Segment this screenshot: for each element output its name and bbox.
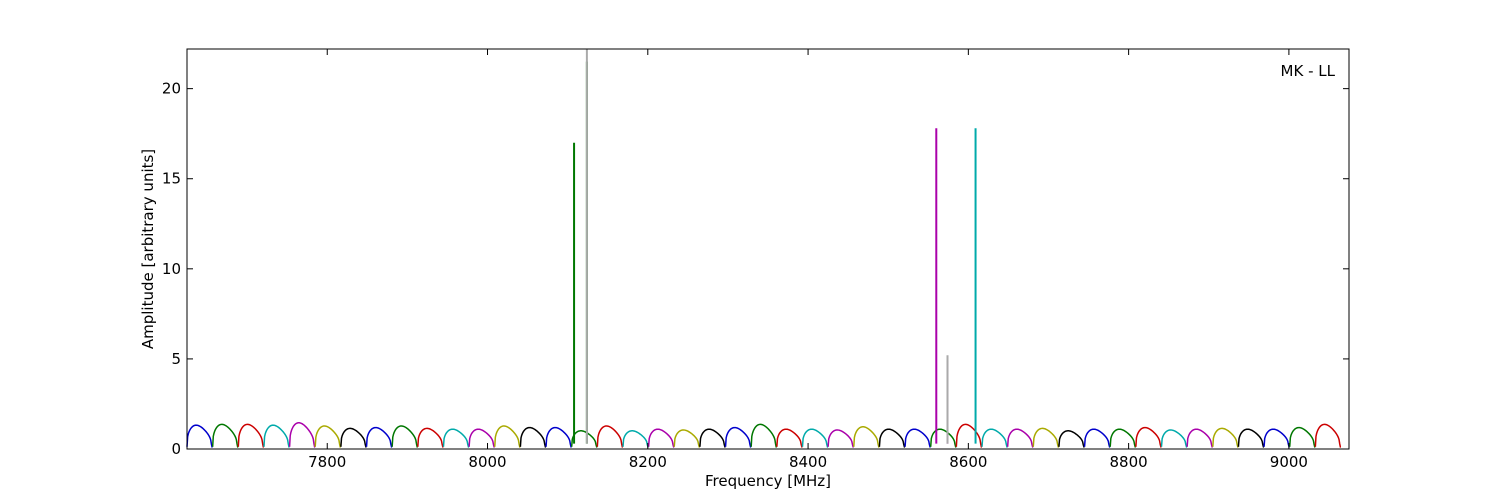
channel-curve: [1058, 430, 1085, 448]
y-tick-label: 5: [171, 350, 181, 368]
x-tick-label: 8000: [468, 453, 506, 471]
channel-curve: [263, 424, 290, 448]
x-tick-label: 8600: [949, 453, 987, 471]
channel-curve: [340, 427, 367, 448]
channel-curve: [570, 430, 598, 448]
channel-curve: [314, 425, 341, 448]
y-axis: 0 5 10 15 20: [162, 80, 1349, 458]
channel-curve: [955, 423, 983, 448]
channel-curve: [1109, 428, 1136, 448]
channel-curve: [776, 428, 803, 448]
channel-curve: [211, 423, 239, 448]
channel-curve: [1263, 428, 1290, 448]
x-tick-label: 8200: [629, 453, 667, 471]
channel-curve: [647, 428, 675, 448]
channel-curve: [1237, 428, 1265, 448]
y-tick-label: 10: [162, 260, 181, 278]
channel-curve: [391, 425, 418, 448]
channel-curve: [929, 428, 957, 448]
channel-curve: [1314, 423, 1342, 448]
channel-curve: [673, 429, 700, 448]
channel-curve: [827, 429, 854, 448]
channel-curve: [622, 430, 649, 448]
channel-curve: [1160, 429, 1188, 448]
channel-curve: [186, 424, 213, 448]
channel-curve: [545, 426, 572, 448]
channel-curve: [365, 426, 393, 448]
channel-curve: [468, 428, 495, 448]
channel-curve: [878, 428, 906, 448]
spike-layer: [573, 49, 977, 444]
channel-curve: [1212, 427, 1239, 448]
channel-curve: [237, 423, 265, 448]
x-axis-label: Frequency [MHz]: [705, 472, 831, 490]
channel-curve: [904, 428, 931, 448]
x-tick-label: 7800: [308, 453, 346, 471]
channel-curve: [1032, 427, 1059, 448]
channel-curve: [1135, 426, 1162, 448]
y-tick-label: 20: [162, 80, 181, 98]
y-tick-label: 0: [171, 440, 181, 458]
x-tick-label: 8800: [1110, 453, 1148, 471]
channel-curve: [1006, 428, 1034, 448]
baseline-annotation: MK - LL: [1281, 62, 1336, 80]
channel-curve: [1186, 428, 1213, 448]
channel-curve: [724, 426, 752, 448]
y-axis-label: Amplitude [arbitrary units]: [139, 149, 157, 349]
y-tick-label: 15: [162, 170, 181, 188]
channel-curve: [288, 422, 316, 448]
channel-curve: [750, 423, 777, 448]
channel-curve: [519, 426, 547, 448]
channel-curve: [1288, 426, 1316, 448]
channel-curve: [801, 428, 829, 448]
x-axis: 7800 8000 8200 8400 8600 8800 9000: [308, 49, 1308, 471]
channel-curve: [596, 425, 624, 448]
x-tick-label: 9000: [1270, 453, 1308, 471]
x-tick-label: 8400: [789, 453, 827, 471]
channel-curve: [1083, 428, 1111, 448]
channel-curve: [981, 428, 1008, 448]
plot-area: [186, 49, 1342, 448]
channel-curve: [442, 428, 470, 448]
channel-curve: [853, 426, 880, 448]
series-layer: [186, 422, 1342, 448]
plot-frame: [186, 48, 1350, 450]
channel-curve: [417, 427, 444, 448]
channel-curve: [493, 425, 521, 448]
channel-curve: [699, 428, 726, 448]
